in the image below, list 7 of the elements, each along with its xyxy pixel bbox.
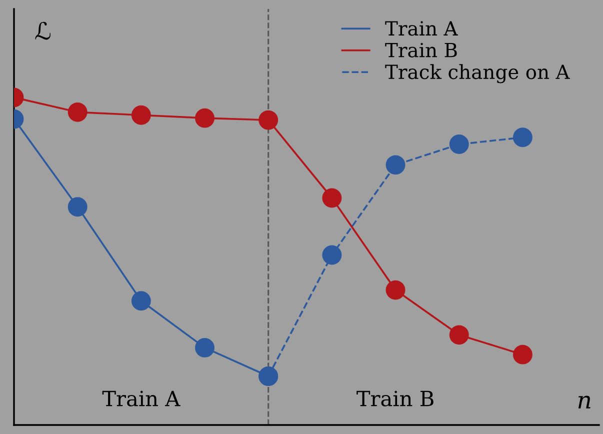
annotation: Train A (102, 390, 180, 406)
legend-label: Train A (385, 21, 458, 36)
annotation: Train B (356, 390, 434, 406)
y-axis-title: ℒ (35, 22, 50, 40)
x-axis-title: n (578, 396, 590, 408)
legend-label: Track change on A (385, 64, 570, 84)
legend-label: Train B (385, 42, 457, 58)
